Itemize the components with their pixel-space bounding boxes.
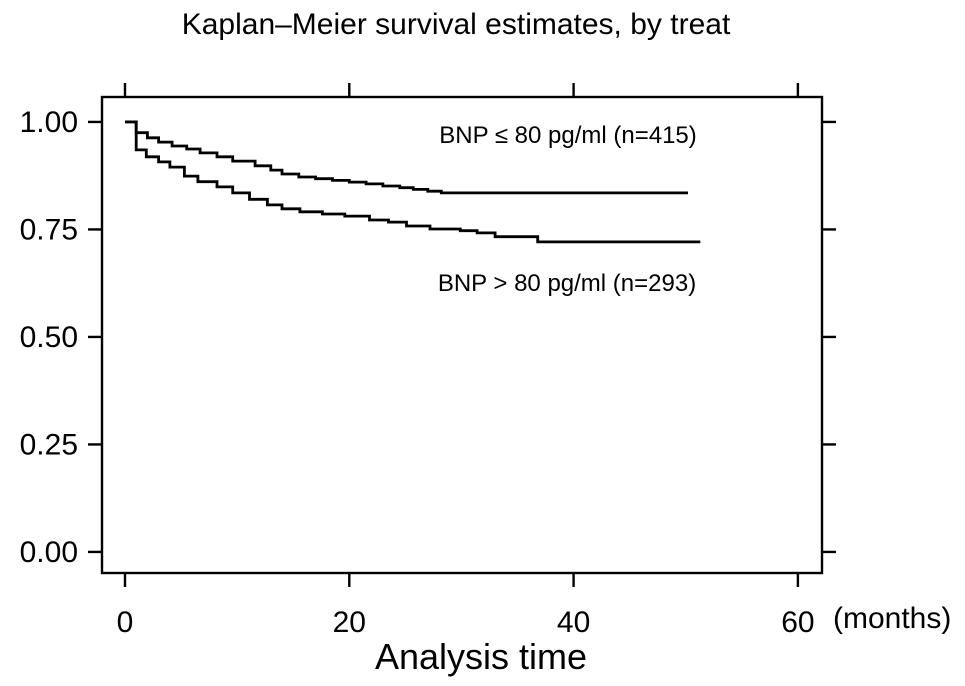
y-tick-label: 1.00 xyxy=(20,106,78,139)
x-axis-unit-label: (months) xyxy=(833,602,952,635)
plot-border xyxy=(100,95,824,575)
x-tick-label: 20 xyxy=(333,606,366,639)
curve-label-bnp-high: BNP > 80 pg/ml (n=293) xyxy=(437,270,697,297)
y-tick-label: 0.50 xyxy=(20,321,78,354)
x-tick-label: 60 xyxy=(781,606,814,639)
x-axis-title: Analysis time xyxy=(374,636,588,677)
curve-label-bnp-low: BNP ≤ 80 pg/ml (n=415) xyxy=(439,122,697,149)
y-tick-label: 0.25 xyxy=(20,428,78,461)
y-tick-label: 0.00 xyxy=(20,536,78,569)
figure-title: Kaplan–Meier survival estimates, by trea… xyxy=(181,8,731,41)
x-tick-label: 40 xyxy=(557,606,590,639)
x-tick-label: 0 xyxy=(117,606,134,639)
y-tick-label: 0.75 xyxy=(20,213,78,246)
survival-curve-bnp-low xyxy=(125,120,688,195)
survival-curve-bnp-high xyxy=(125,120,701,244)
